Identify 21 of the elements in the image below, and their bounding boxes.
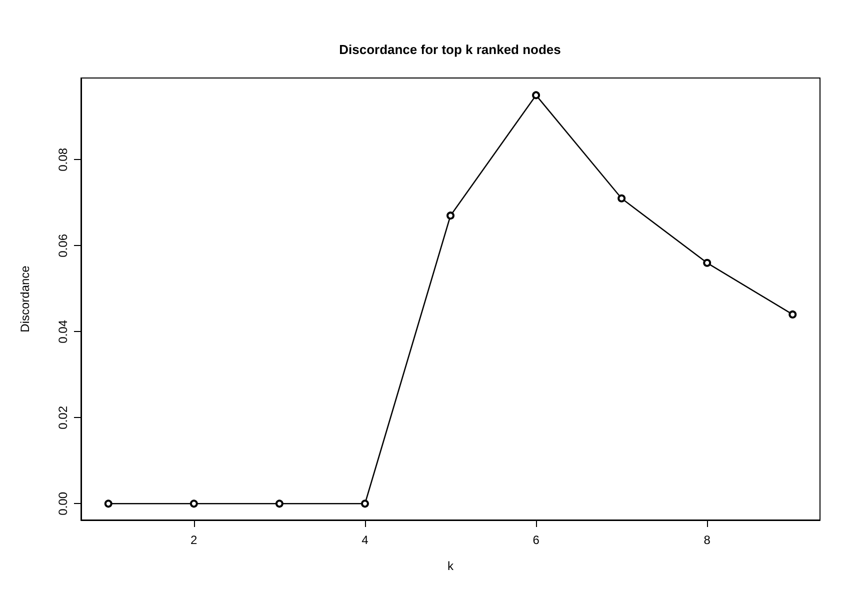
point — [275, 500, 284, 508]
point — [532, 91, 540, 100]
y-tick-label: 0.04 — [56, 320, 70, 344]
point — [446, 212, 454, 220]
x-axis-title: k — [448, 559, 454, 573]
x-tick-label: 2 — [190, 533, 198, 547]
point — [618, 194, 626, 202]
point — [104, 500, 112, 508]
point — [360, 500, 369, 508]
y-tick-label: 0.06 — [56, 234, 70, 258]
chart-title: Discordance for top k ranked nodes — [339, 42, 561, 57]
point — [190, 500, 198, 508]
y-tick-label: 0.00 — [56, 492, 70, 516]
y-tick-label: 0.02 — [56, 406, 70, 430]
x-tick-label: 8 — [704, 533, 711, 547]
x-tick-label: 4 — [362, 533, 369, 547]
point — [703, 258, 712, 267]
y-tick-label: 0.08 — [56, 148, 70, 172]
y-axis-title: Discordance — [18, 265, 32, 332]
point — [788, 310, 797, 318]
x-tick-label: 6 — [532, 533, 540, 547]
